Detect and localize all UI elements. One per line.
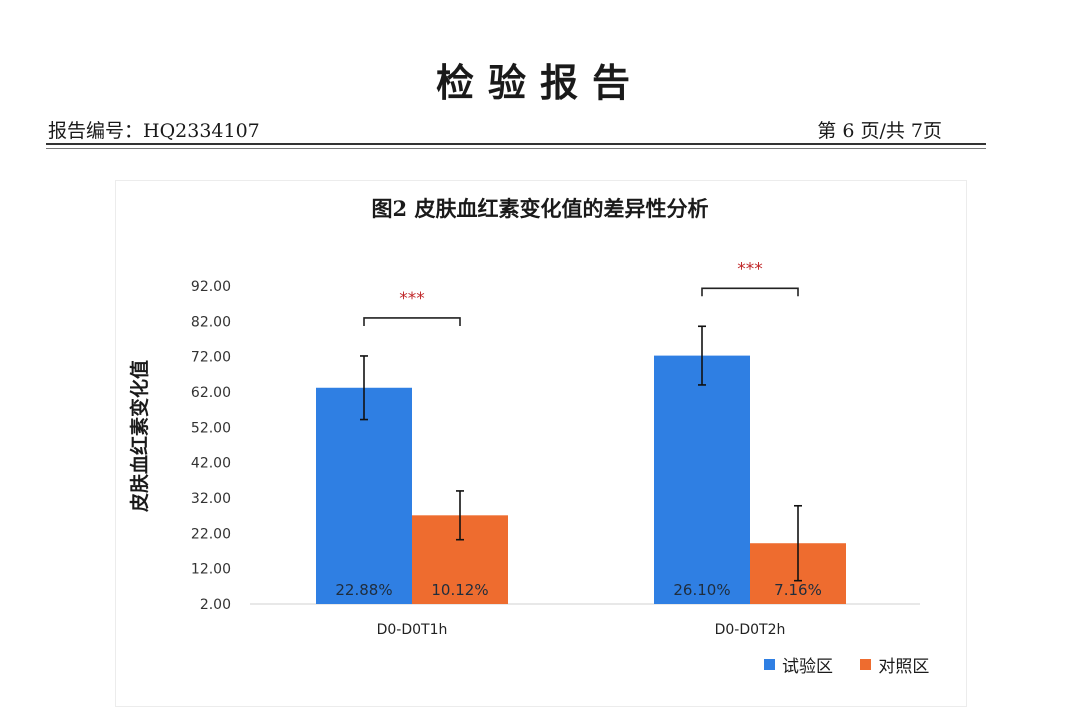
bar-test <box>654 355 750 604</box>
legend-item-test: 试验区 <box>764 652 833 677</box>
y-tick-label: 12.00 <box>191 562 231 578</box>
y-tick-label: 82.00 <box>191 314 231 330</box>
x-tick-label: D0-D0T2h <box>715 622 786 638</box>
data-label: 7.16% <box>774 581 822 599</box>
chart-title: 图2 皮肤血红素变化值的差异性分析 <box>372 196 709 221</box>
data-label: 26.10% <box>673 581 730 599</box>
bar-test <box>316 387 412 604</box>
y-tick-label: 92.00 <box>191 279 231 295</box>
significance-bracket <box>701 287 799 297</box>
page-info: 第 6 页/共 7页 <box>817 120 942 142</box>
header-divider-thin <box>46 148 986 149</box>
report-number: 报告编号：HQ2334107 <box>48 120 260 142</box>
significance-bracket <box>363 317 461 326</box>
y-tick-label: 2.00 <box>200 597 231 613</box>
document-title: 检验报告 <box>435 60 644 105</box>
legend-swatch-test <box>764 659 775 670</box>
legend: 试验区 对照区 <box>764 652 951 677</box>
data-label: 22.88% <box>335 581 392 599</box>
y-axis-label: 皮肤血红素变化值 <box>128 360 151 512</box>
legend-label-test: 试验区 <box>782 657 833 677</box>
y-tick-label: 32.00 <box>191 491 231 507</box>
y-tick-label: 42.00 <box>191 456 231 472</box>
significance-marker: *** <box>737 259 763 279</box>
y-tick-label: 62.00 <box>191 385 231 401</box>
chart-panel <box>115 180 967 707</box>
legend-label-control: 对照区 <box>878 657 930 677</box>
legend-swatch-control <box>860 659 872 670</box>
legend-item-control: 对照区 <box>860 652 929 677</box>
y-tick-label: 72.00 <box>191 350 231 366</box>
x-tick-label: D0-D0T1h <box>377 622 448 638</box>
y-tick-label: 22.00 <box>191 526 231 542</box>
header-divider <box>46 143 986 145</box>
data-label: 10.12% <box>431 581 488 599</box>
y-tick-label: 52.00 <box>191 420 231 436</box>
significance-marker: *** <box>399 289 425 309</box>
